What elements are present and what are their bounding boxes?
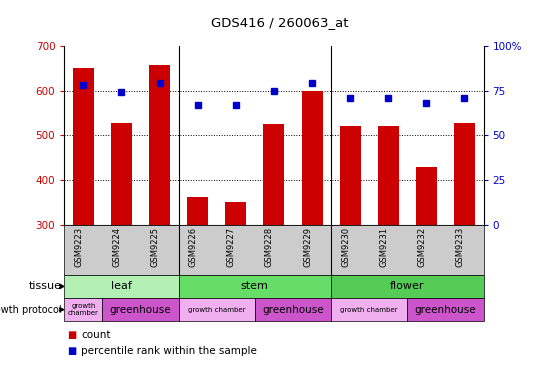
- Text: GSM9233: GSM9233: [456, 227, 465, 267]
- Bar: [111, 123, 132, 225]
- Bar: [225, 202, 247, 225]
- Text: leaf: leaf: [111, 281, 132, 291]
- Text: greenhouse: greenhouse: [262, 305, 324, 315]
- Text: greenhouse: greenhouse: [110, 305, 171, 315]
- Text: GSM9228: GSM9228: [265, 227, 274, 267]
- Text: ■: ■: [67, 330, 77, 340]
- Bar: [378, 126, 399, 225]
- Text: growth
chamber: growth chamber: [68, 303, 99, 316]
- Bar: [73, 68, 94, 225]
- Text: greenhouse: greenhouse: [415, 305, 476, 315]
- Text: GSM9227: GSM9227: [227, 227, 236, 267]
- Text: GSM9226: GSM9226: [189, 227, 198, 267]
- Text: flower: flower: [390, 281, 424, 291]
- Text: GSM9225: GSM9225: [150, 227, 159, 267]
- Bar: [301, 91, 323, 225]
- Text: stem: stem: [241, 281, 269, 291]
- Bar: [263, 124, 285, 225]
- Text: ■: ■: [67, 346, 77, 355]
- Text: GSM9229: GSM9229: [303, 227, 312, 267]
- Bar: [416, 167, 437, 225]
- Text: GDS416 / 260063_at: GDS416 / 260063_at: [211, 16, 348, 30]
- Text: GSM9231: GSM9231: [379, 227, 389, 267]
- Text: count: count: [81, 330, 111, 340]
- Bar: [340, 127, 361, 225]
- Text: GSM9230: GSM9230: [341, 227, 350, 267]
- Text: growth protocol: growth protocol: [0, 305, 61, 315]
- Text: GSM9224: GSM9224: [112, 227, 121, 267]
- Bar: [454, 123, 475, 225]
- Text: tissue: tissue: [29, 281, 61, 291]
- Text: growth chamber: growth chamber: [340, 307, 398, 313]
- Text: GSM9223: GSM9223: [74, 227, 83, 267]
- Bar: [149, 64, 170, 225]
- Text: percentile rank within the sample: percentile rank within the sample: [81, 346, 257, 355]
- Text: growth chamber: growth chamber: [188, 307, 245, 313]
- Text: GSM9232: GSM9232: [418, 227, 427, 267]
- Bar: [187, 197, 208, 225]
